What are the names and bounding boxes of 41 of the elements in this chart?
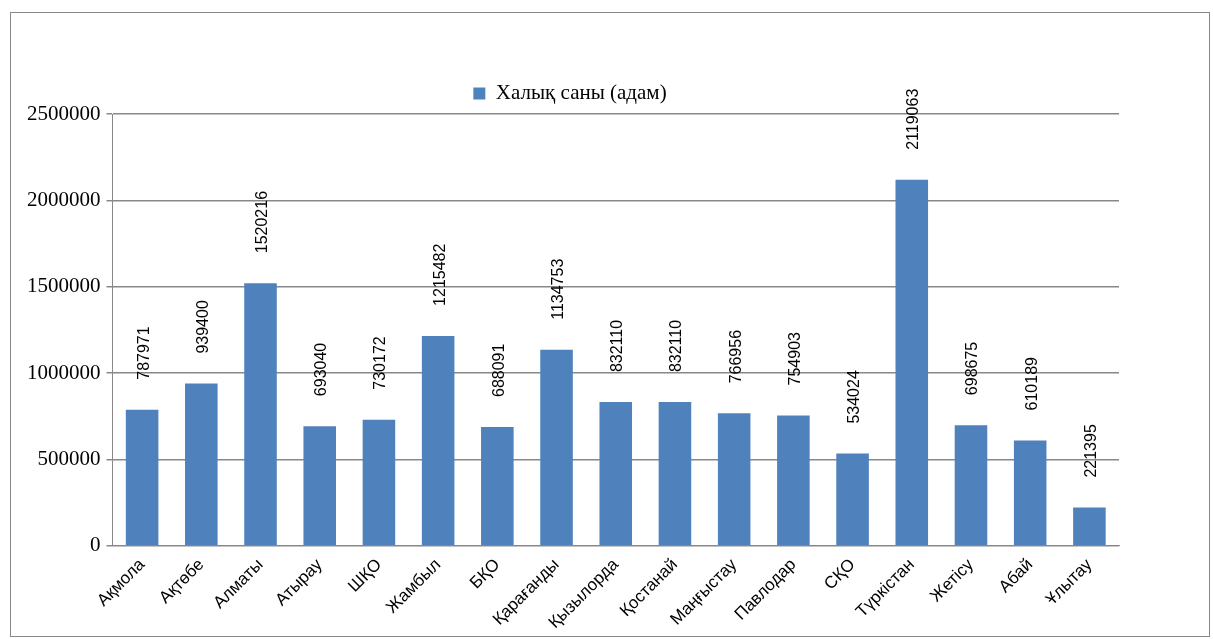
data-label: 1215482 [430,243,448,306]
data-label: 1134753 [548,258,566,320]
data-label: 939400 [193,300,211,354]
y-tick-label: 0 [90,532,101,557]
y-tick-label: 1000000 [27,359,101,384]
bar [895,179,929,546]
data-label: 832110 [608,319,626,373]
data-label: 1520216 [252,190,270,254]
data-label: 787971 [134,326,152,380]
bar [185,383,218,546]
data-label: 610189 [1022,356,1040,411]
data-label: 693040 [312,342,330,397]
bar [1013,440,1047,546]
bar [303,426,336,546]
y-tick-label: 500000 [37,445,101,470]
data-label: 2119063 [904,88,922,150]
bar [421,335,455,546]
bar [362,419,396,546]
data-label: 534024 [844,370,862,424]
data-label: 832110 [667,319,685,373]
y-tick-label: 2500000 [27,100,101,125]
y-tick-label: 1500000 [27,273,101,298]
data-label: 766956 [726,329,744,384]
data-label: 730172 [371,336,389,390]
bar [777,415,810,546]
data-label: 221395 [1081,424,1099,478]
bar [125,409,159,546]
bar [717,413,751,546]
bar [1073,507,1106,546]
bar [836,453,869,546]
bar [954,425,988,546]
y-tick-label: 2000000 [27,186,101,211]
bar [244,283,277,546]
data-label: 754903 [785,331,803,386]
bar [540,349,573,546]
data-label: 688091 [489,343,507,397]
bar [599,402,633,546]
legend-label: Халық саны (адам) [495,80,667,105]
data-label: 698675 [963,341,981,396]
bar [658,402,692,546]
bar [481,426,514,546]
